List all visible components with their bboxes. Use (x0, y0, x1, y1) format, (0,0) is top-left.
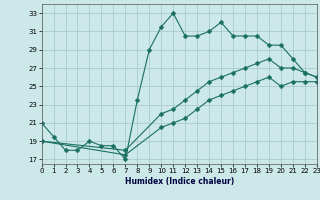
X-axis label: Humidex (Indice chaleur): Humidex (Indice chaleur) (124, 177, 234, 186)
